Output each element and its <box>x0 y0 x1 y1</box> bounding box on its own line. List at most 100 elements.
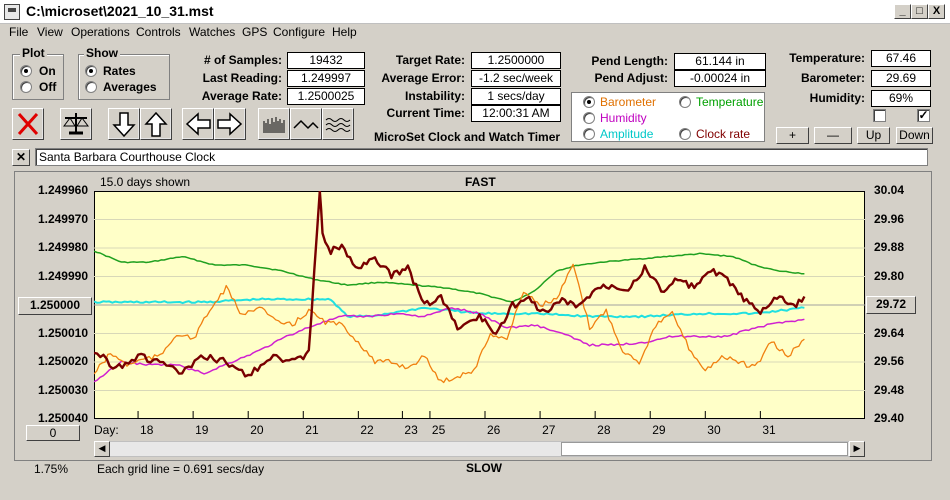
rate-chart <box>94 191 865 419</box>
right-tick-label: 29.48 <box>874 382 905 397</box>
samples-label: # of Samples: <box>203 53 282 67</box>
menu-help[interactable]: Help <box>332 25 357 39</box>
day-label: 30 <box>707 423 721 437</box>
humidity-field: 69% <box>871 90 931 107</box>
last-reading-label: Last Reading: <box>202 71 282 85</box>
app-caption: MicroSet Clock and Watch Timer <box>374 130 561 144</box>
humidity-radio[interactable] <box>583 112 595 124</box>
left-tick-label: 1.249960 <box>37 183 88 197</box>
scroll-thumb[interactable] <box>561 442 848 456</box>
series-clock-rate <box>94 191 806 378</box>
arrow-down-icon <box>112 112 136 138</box>
menu-watches[interactable]: Watches <box>189 25 236 39</box>
arrow-down-button[interactable] <box>108 108 140 140</box>
day-prefix: Day: <box>94 423 119 437</box>
ripple-view-button[interactable] <box>322 108 354 140</box>
day-label: 19 <box>195 423 209 437</box>
right-tick-label: 29.64 <box>874 325 905 340</box>
show-group-label: Show <box>84 46 120 60</box>
day-label: 27 <box>542 423 556 437</box>
minus-button[interactable]: — <box>814 127 852 144</box>
series-temperature <box>94 250 805 303</box>
arrow-left-button[interactable] <box>182 108 214 140</box>
series-barometer <box>94 263 805 384</box>
day-label: 31 <box>762 423 776 437</box>
title-bar: C:\microset\2021_10_31.mst _ □ X <box>0 0 950 24</box>
offset-button[interactable]: 0 <box>26 425 80 441</box>
minimize-button[interactable]: _ <box>894 4 911 19</box>
day-label: 26 <box>487 423 501 437</box>
scroll-left-button[interactable]: ◀ <box>94 441 110 457</box>
right-tick-label: 29.40 <box>874 411 905 425</box>
menu-gps[interactable]: GPS <box>242 25 268 39</box>
amplitude-radio[interactable] <box>583 128 595 140</box>
day-label: 28 <box>597 423 611 437</box>
scroll-right-button[interactable]: ▶ <box>849 441 865 457</box>
humidity-option-label: Humidity <box>600 111 647 125</box>
maximize-button[interactable]: □ <box>911 4 928 19</box>
left-tick-label: 1.250030 <box>37 382 88 397</box>
plus-button[interactable]: + <box>776 127 809 144</box>
right-tick-label: 30.04 <box>874 183 905 197</box>
arrow-up-button[interactable] <box>140 108 172 140</box>
left-tick-label: 1.250010 <box>37 325 88 340</box>
plot-on-radio[interactable] <box>20 65 32 77</box>
right-value-button[interactable]: 29.72 <box>866 296 916 314</box>
clock-rate-radio[interactable] <box>679 128 691 140</box>
wave-view-button[interactable] <box>290 108 322 140</box>
menu-operations[interactable]: Operations <box>71 25 130 39</box>
down-button[interactable]: Down <box>896 127 933 144</box>
temperature-option-label: Temperature <box>696 95 764 109</box>
menu-configure[interactable]: Configure <box>273 25 326 39</box>
option-checkbox-1[interactable] <box>873 109 886 122</box>
center-rate-button[interactable]: 1.250000 <box>18 297 92 315</box>
day-label: 23 <box>404 423 418 437</box>
menu-file[interactable]: File <box>9 25 29 39</box>
temperature-radio[interactable] <box>679 96 691 108</box>
balance-icon <box>63 113 89 135</box>
last-reading-field: 1.249997 <box>287 70 365 87</box>
left-tick-label: 1.249990 <box>37 268 88 283</box>
show-rates-radio[interactable] <box>85 65 97 77</box>
target-rate-field: 1.2500000 <box>471 52 561 69</box>
pend-adjust-label: Pend Adjust: <box>594 71 668 85</box>
plot-off-radio[interactable] <box>20 81 32 93</box>
temperature-label: Temperature: <box>789 51 865 65</box>
fast-caption: FAST <box>465 175 496 189</box>
clock-name-field[interactable]: Santa Barbara Courthouse Clock <box>35 148 928 166</box>
close-button[interactable]: X <box>928 4 945 19</box>
plot-group-label: Plot <box>20 46 47 60</box>
day-label: 20 <box>250 423 264 437</box>
day-label: 29 <box>652 423 666 437</box>
average-rate-label: Average Rate: <box>201 89 282 103</box>
stop-button[interactable] <box>12 108 44 140</box>
barometer-radio[interactable] <box>583 96 595 108</box>
grid-caption: Each grid line = 0.691 secs/day <box>97 462 265 476</box>
arrow-right-button[interactable] <box>214 108 246 140</box>
show-averages-radio[interactable] <box>85 81 97 93</box>
option-checkbox-2[interactable]: ✓ <box>917 108 930 122</box>
humidity-label: Humidity: <box>809 91 865 105</box>
right-tick-label: 29.56 <box>874 354 905 368</box>
bars-view-button[interactable] <box>258 108 290 140</box>
right-tick-label: 29.80 <box>874 268 905 283</box>
window-title: C:\microset\2021_10_31.mst <box>26 3 214 19</box>
menu-bar: File View Operations Controls Watches GP… <box>0 24 950 42</box>
clock-rate-option-label: Clock rate <box>696 127 751 141</box>
balance-button[interactable] <box>60 108 92 140</box>
bars-icon <box>263 117 285 133</box>
menu-view[interactable]: View <box>37 25 63 39</box>
average-error-field: -1.2 sec/week <box>471 70 561 87</box>
stop-icon <box>17 112 39 136</box>
show-averages-label: Averages <box>103 80 157 94</box>
up-button[interactable]: Up <box>857 127 890 144</box>
day-label: 21 <box>305 423 319 437</box>
clear-clock-button[interactable]: ✕ <box>12 149 30 166</box>
barometer-field: 29.69 <box>871 70 931 87</box>
average-error-label: Average Error: <box>381 71 465 85</box>
right-tick-label: 29.96 <box>874 211 905 226</box>
barometer-option-label: Barometer <box>600 95 657 109</box>
menu-controls[interactable]: Controls <box>136 25 181 39</box>
wave-icon <box>293 119 319 130</box>
show-rates-label: Rates <box>103 64 136 78</box>
